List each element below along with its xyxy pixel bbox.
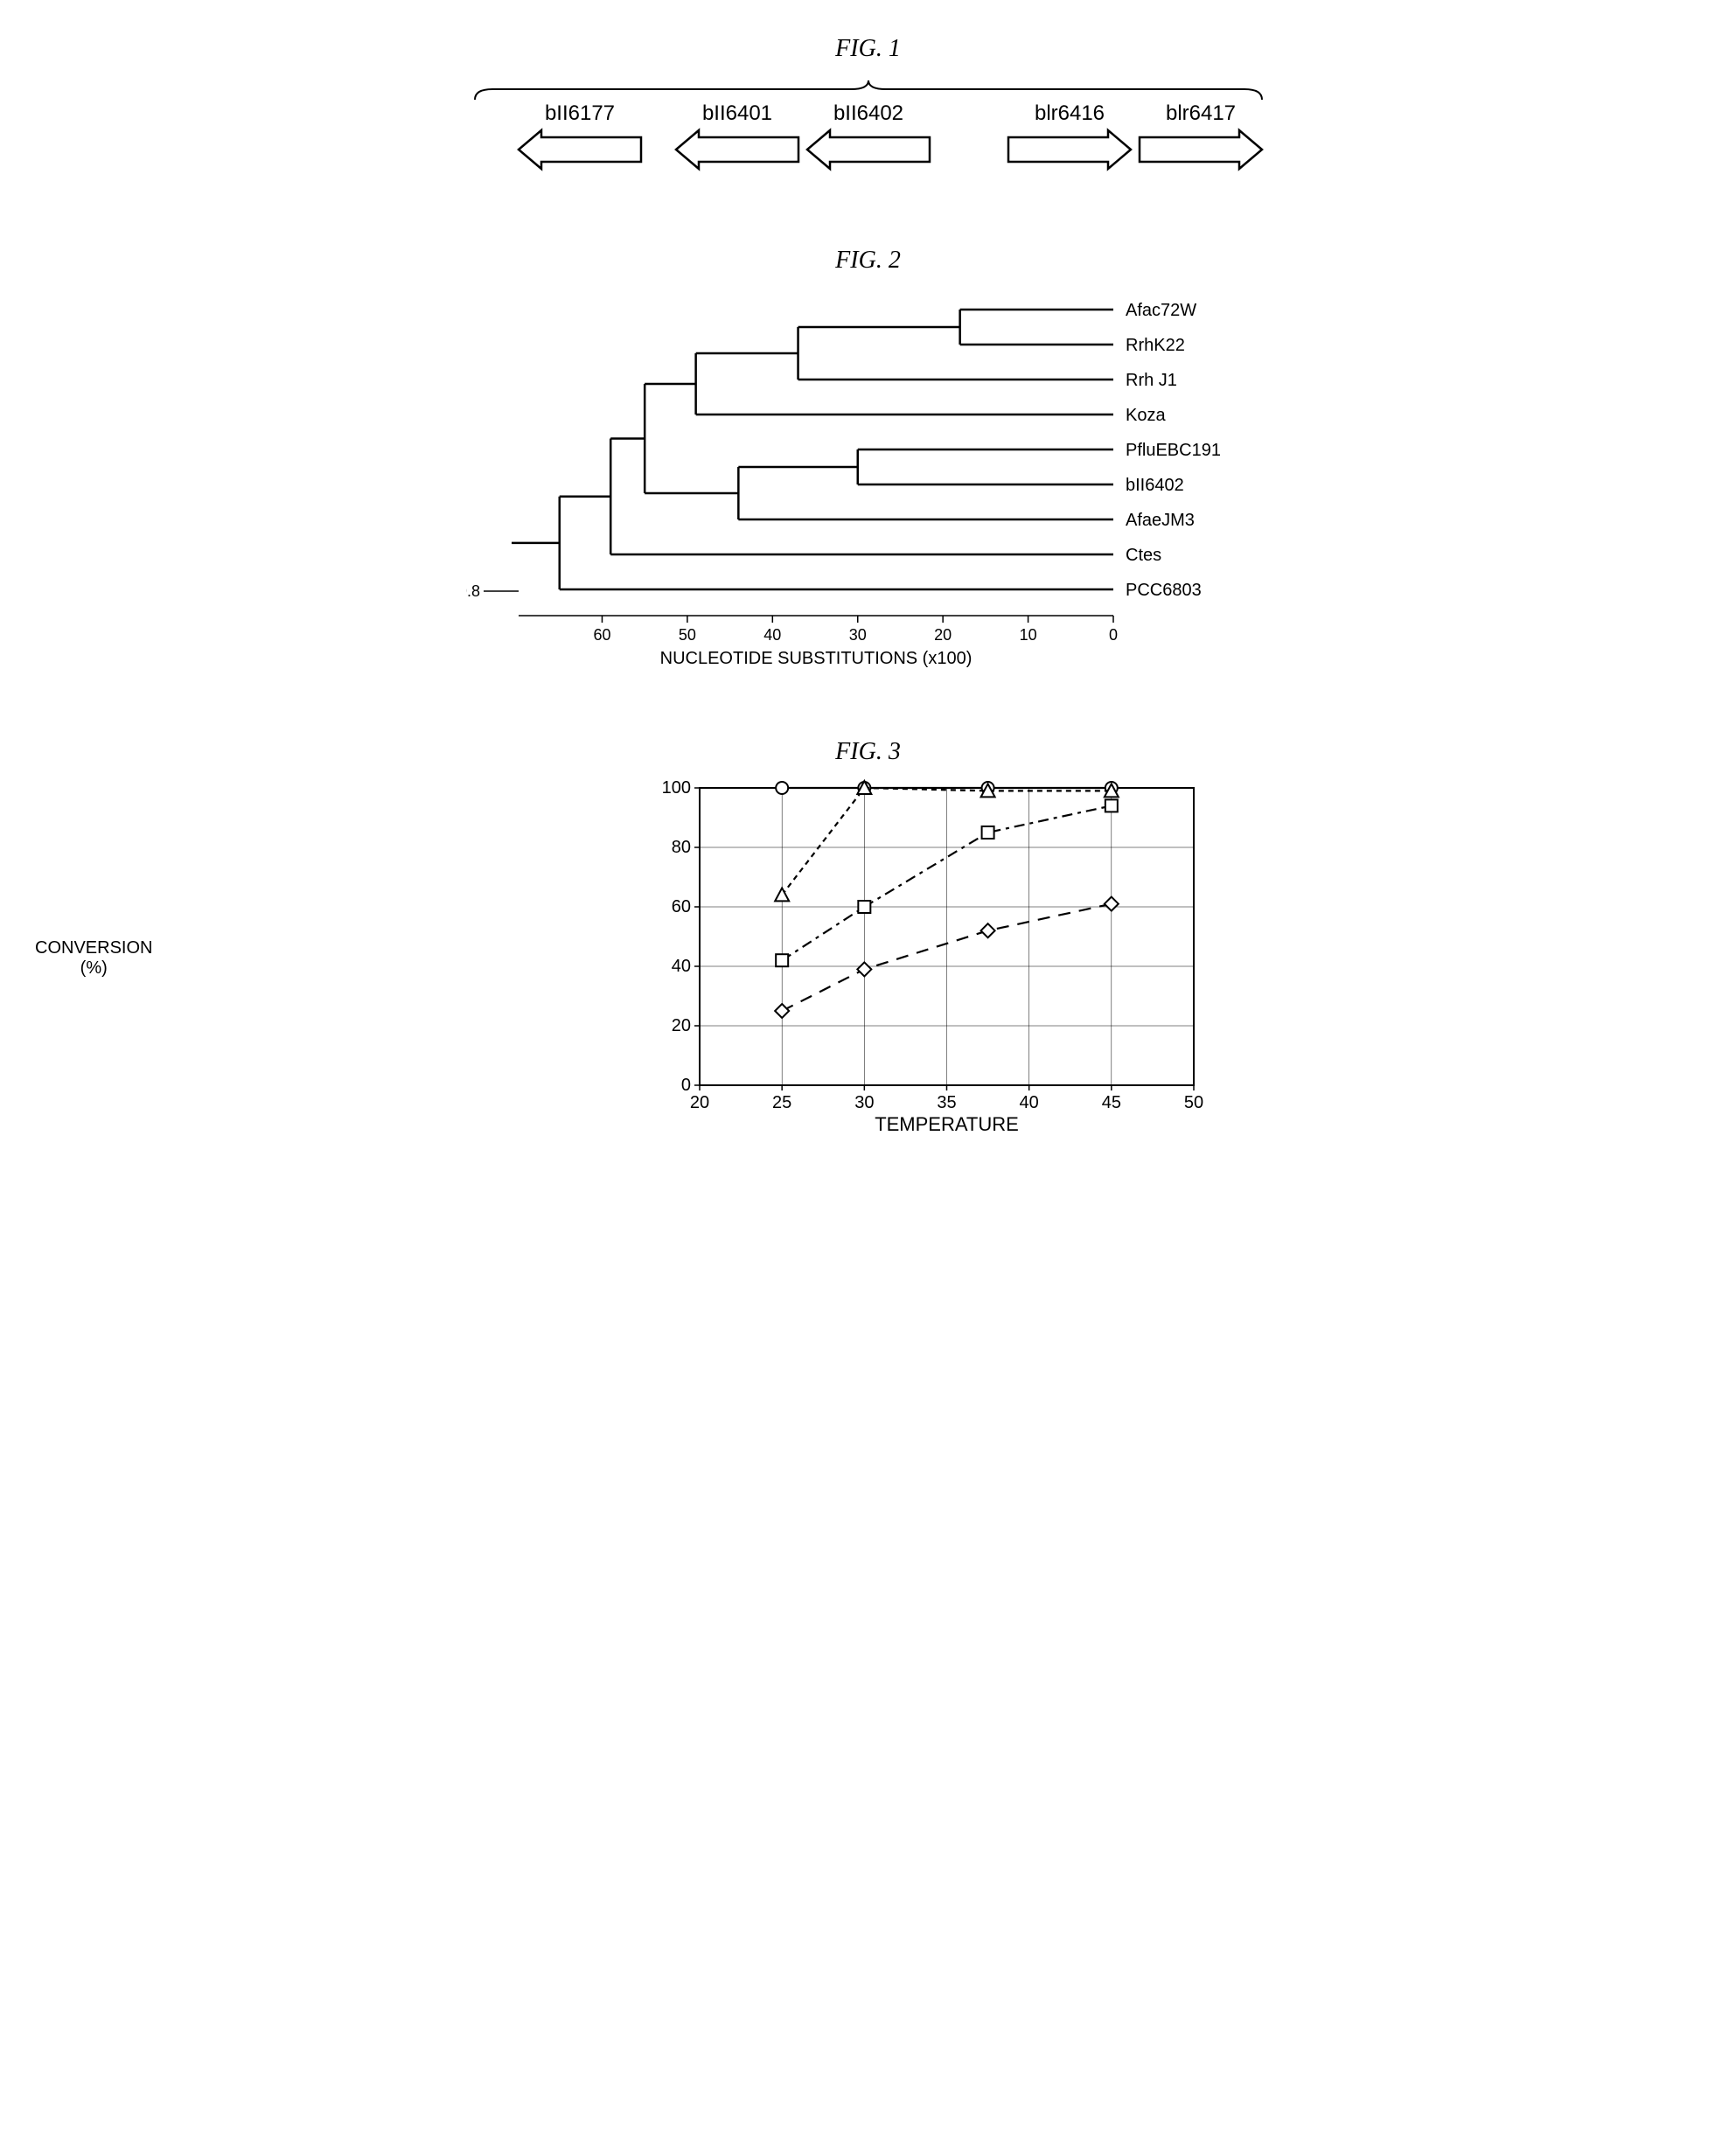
gene-arrow (519, 130, 641, 169)
gene-label: blr6416 (1034, 101, 1104, 125)
fig1-title: FIG. 1 (35, 35, 1701, 63)
x-axis-label: NUCLEOTIDE SUBSTITUTIONS (x100) (659, 649, 972, 668)
figure-1: FIG. 1 bII6177 bII6401 bII6402 blr6416 blr64… (35, 35, 1701, 177)
tree-leaf-label: bII6402 (1126, 476, 1184, 495)
x-tick-label: 35 (937, 1093, 956, 1112)
fig2-title: FIG. 2 (35, 247, 1701, 275)
x-tick-label: 25 (772, 1093, 791, 1112)
x-tick-label: 50 (1184, 1093, 1203, 1112)
y-tick-label: 80 (671, 838, 690, 857)
x-axis-label: TEMPERATURE (875, 1113, 1019, 1135)
fig3-title: FIG. 3 (35, 738, 1701, 766)
fig3-ylabel: CONVERSION (%) (35, 938, 152, 979)
y-tick-label: 100 (661, 778, 690, 798)
y-tick-label: 60 (671, 897, 690, 916)
x-tick-label: 20 (934, 626, 952, 644)
gene-label: bII6402 (833, 101, 903, 125)
x-tick-label: 0 (1108, 626, 1117, 644)
tree-leaf-label: PCC6803 (1126, 581, 1202, 600)
x-tick-label: 10 (1019, 626, 1036, 644)
fig1-svg: bII6177 bII6401 bII6402 blr6416 blr6417 (457, 72, 1279, 177)
gene-label: bII6177 (544, 101, 614, 125)
svg-text:69.8: 69.8 (466, 582, 480, 600)
x-tick-label: 60 (593, 626, 610, 644)
tree-leaf-label: RrhK22 (1126, 336, 1185, 355)
tree-leaf-label: AfaeJM3 (1126, 511, 1195, 530)
gene-arrow (1140, 130, 1262, 169)
y-tick-label: 0 (681, 1076, 691, 1095)
x-tick-label: 50 (678, 626, 695, 644)
gene-arrow (676, 130, 798, 169)
tree-leaf-label: PfluEBC191 (1126, 441, 1221, 460)
x-tick-label: 40 (1019, 1093, 1038, 1112)
tree-leaf-label: Koza (1126, 406, 1166, 425)
x-tick-label: 20 (690, 1093, 709, 1112)
gene-arrow (1008, 130, 1131, 169)
tree-leaf-label: Rrh J1 (1126, 371, 1177, 390)
fig2-svg: Afac72W RrhK22 Rrh J1 Koza PfluEBC191 bII6402… (466, 283, 1271, 668)
gene-label: bII6401 (701, 101, 771, 125)
tree-leaf-label: Afac72W (1126, 301, 1196, 320)
y-tick-label: 20 (671, 1016, 690, 1035)
x-tick-label: 40 (763, 626, 781, 644)
tree-leaf-label: Ctes (1126, 546, 1161, 565)
x-tick-label: 45 (1101, 1093, 1120, 1112)
x-tick-label: 30 (854, 1093, 874, 1112)
figure-2: FIG. 2 Afac72W RrhK22 Rrh J1 Koza PfluEBC191… (35, 247, 1701, 668)
gene-label: blr6417 (1165, 101, 1235, 125)
gene-arrow (807, 130, 930, 169)
fig3-svg: 02040608010020253035404550TEMPERATURE (652, 775, 1211, 1142)
x-tick-label: 30 (848, 626, 866, 644)
figure-3: FIG. 3 CONVERSION (%) 020406080100202530… (35, 738, 1701, 1142)
y-tick-label: 40 (671, 957, 690, 976)
